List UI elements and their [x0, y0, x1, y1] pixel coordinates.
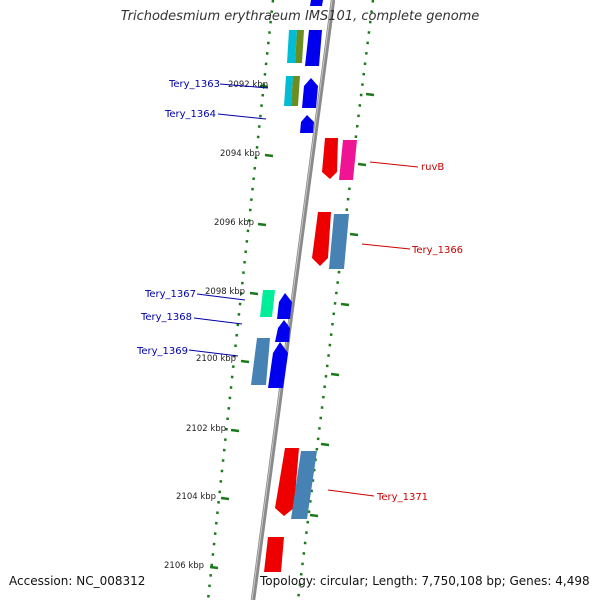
label-leader-tery-1367 — [196, 293, 246, 301]
gene-feature-tery-1368-b — [275, 320, 290, 342]
tick-label: 2106 kbp — [164, 561, 204, 571]
tick-label: 2098 kbp — [205, 287, 245, 297]
gene-feature-tery-1366-steel — [329, 214, 349, 269]
label-leader-tery-1363 — [219, 83, 269, 89]
tick-label: 2096 kbp — [214, 218, 254, 228]
label-leader-ruvb — [369, 161, 419, 168]
tick-mark — [240, 359, 250, 364]
gene-feature-cyan — [287, 30, 297, 63]
gene-label-tery-1364[interactable]: Tery_1364 — [164, 109, 216, 120]
tick-mark — [340, 302, 350, 307]
gene-label-tery-1363[interactable]: Tery_1363 — [168, 79, 220, 90]
tick-mark — [209, 565, 219, 570]
label-leader-tery-1368 — [193, 317, 243, 325]
label-leader-tery-1366 — [361, 243, 411, 250]
tick-mark — [220, 496, 230, 501]
tick-label: 2100 kbp — [196, 354, 236, 364]
tick-label: 2104 kbp — [176, 492, 216, 502]
gene-label-tery-1367[interactable]: Tery_1367 — [144, 289, 196, 300]
gene-label-tery-1366[interactable]: Tery_1366 — [411, 245, 463, 256]
gene-feature-tery-1371-steel — [291, 451, 317, 519]
label-leader-tery-1364 — [217, 113, 267, 120]
gene-label-ruvb[interactable]: ruvB — [421, 162, 444, 173]
gene-label-tery-1369[interactable]: Tery_1369 — [136, 346, 188, 357]
tick-mark — [357, 162, 367, 167]
tick-mark — [257, 222, 267, 227]
gene-label-tery-1368[interactable]: Tery_1368 — [140, 312, 192, 323]
tick-mark — [330, 372, 340, 377]
tick-mark — [309, 513, 319, 518]
topology-text: Topology: circular; Length: 7,750,108 bp… — [260, 574, 590, 588]
map-title: Trichodesmium erythraeum IMS101, complet… — [120, 9, 480, 24]
gene-feature-blue — [305, 30, 322, 66]
label-leader-tery-1371 — [327, 489, 375, 497]
genome-backbone — [250, 0, 336, 600]
gene-feature-tery-1369-blue — [268, 342, 288, 388]
gene-feature-olive — [295, 30, 304, 63]
tick-mark — [249, 291, 259, 296]
tick-mark — [320, 442, 330, 447]
label-leader-tery-1369 — [188, 349, 239, 357]
tick-mark — [259, 84, 269, 89]
tick-mark — [230, 428, 240, 433]
gene-feature-tery-1369-steel — [251, 338, 270, 385]
genome-backbone-highlight — [251, 0, 333, 600]
gene-feature-ruvb-red — [322, 138, 338, 179]
gene-feature-tery-1363-cyan — [284, 76, 293, 106]
gene-feature-tery-1364 — [300, 115, 314, 133]
tick-label: 2092 kbp — [228, 80, 268, 90]
tick-label: 2102 kbp — [186, 424, 226, 434]
gene-feature-tery-1366-red — [312, 212, 331, 266]
tick-mark — [264, 153, 274, 158]
tick-mark — [349, 232, 359, 237]
accession-text: Accession: NC_008312 — [9, 574, 146, 588]
gene-feature-bottom-red — [264, 537, 284, 572]
gene-label-tery-1371[interactable]: Tery_1371 — [376, 492, 428, 503]
gene-feature-tery-1371-red — [275, 448, 299, 516]
gene-feature-top-blue — [310, 0, 323, 6]
gene-feature-tery-1363-blue — [302, 78, 318, 108]
gene-feature-tery-1367 — [260, 290, 275, 317]
tick-mark — [365, 92, 375, 97]
gene-feature-tery-1368-a — [277, 293, 292, 319]
tick-label: 2094 kbp — [220, 149, 260, 159]
gene-feature-tery-1363-olive — [291, 76, 300, 106]
gene-feature-ruvb-magenta — [339, 140, 357, 180]
